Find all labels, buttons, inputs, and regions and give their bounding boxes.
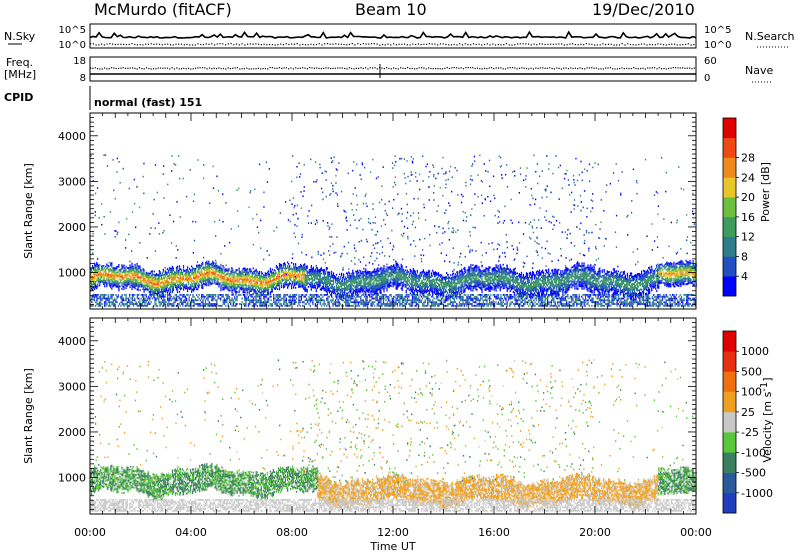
cpid-text: normal (fast) 151 xyxy=(94,96,202,109)
nave-tick-low: 0 xyxy=(704,73,710,84)
power-ylabel: Slant Range [km] xyxy=(22,163,35,259)
nave-dots xyxy=(90,64,695,78)
freq-unit: [MHz] xyxy=(4,68,36,81)
nave-tick-high: 60 xyxy=(704,56,717,67)
power-ytick: 1000 xyxy=(58,267,86,280)
cpid-panel: CPID normal (fast) 151 xyxy=(4,86,202,110)
power-colorbar-tick: 4 xyxy=(741,270,748,283)
power-colorbar-tick: 24 xyxy=(741,171,755,184)
time-tick: 00:00 xyxy=(680,526,712,539)
noise-sky-line xyxy=(90,32,696,38)
freq-tick-high: 18 xyxy=(73,56,86,67)
velocity-colorbar-tick: -25 xyxy=(741,426,759,439)
power-panel: 1000 2000 3000 4000 Slant Range [km] 4 8 12 16… xyxy=(22,113,772,309)
noise-right-label: N.Search xyxy=(745,30,795,43)
cpid-label: CPID xyxy=(4,91,33,104)
power-ytick: 2000 xyxy=(58,221,86,234)
velocity-colorbar-tick: 1000 xyxy=(741,345,769,358)
power-colorbar: 4 8 12 16 20 24 28 xyxy=(723,118,755,296)
time-tick: 12:00 xyxy=(377,526,409,539)
velocity-ytick: 3000 xyxy=(58,380,86,393)
noise-left-tick-low: 10^0 xyxy=(59,40,86,51)
power-ytick: 3000 xyxy=(58,175,86,188)
nave-label: Nave xyxy=(745,64,773,77)
noise-left-label: N.Sky xyxy=(4,30,36,43)
velocity-ytick: 1000 xyxy=(58,472,86,485)
time-axis: 00:00 04:00 08:00 12:00 16:00 20:00 00:00 xyxy=(74,526,712,539)
power-colorbar-label: Power [dB] xyxy=(759,162,772,222)
time-tick: 16:00 xyxy=(478,526,510,539)
velocity-panel: 1000 2000 3000 4000 Slant Range [km] 1000 50… xyxy=(22,318,774,514)
noise-right-tick-low: 10^0 xyxy=(704,40,731,51)
time-tick: 20:00 xyxy=(579,526,611,539)
power-colorbar-tick: 8 xyxy=(741,250,748,263)
beam-title: Beam 10 xyxy=(355,0,427,19)
velocity-ytick: 2000 xyxy=(58,426,86,439)
freq-panel: Freq. [MHz] 18 8 60 0 Nave xyxy=(4,56,773,84)
velocity-data xyxy=(90,359,697,512)
velocity-colorbar-tick: -500 xyxy=(741,467,766,480)
noise-right-tick-high: 10^5 xyxy=(704,25,731,36)
noise-panel: N.Sky 10^5 10^0 10^5 10^0 N.Search xyxy=(4,24,795,51)
power-colorbar-tick: 16 xyxy=(741,211,755,224)
velocity-colorbar-tick: 500 xyxy=(741,365,762,378)
power-colorbar-tick: 20 xyxy=(741,191,755,204)
noise-left-tick-high: 10^5 xyxy=(59,25,86,36)
xlabel: Time UT xyxy=(369,540,415,553)
date-title: 19/Dec/2010 xyxy=(592,0,695,19)
velocity-colorbar-tick: -1000 xyxy=(741,487,773,500)
power-colorbar-tick: 12 xyxy=(741,231,755,244)
time-tick: 00:00 xyxy=(74,526,106,539)
power-ytick: 4000 xyxy=(58,130,86,143)
station-title: McMurdo (fitACF) xyxy=(94,0,232,19)
time-tick: 04:00 xyxy=(175,526,207,539)
velocity-colorbar-tick: 25 xyxy=(741,406,755,419)
velocity-ytick: 4000 xyxy=(58,335,86,348)
time-tick: 08:00 xyxy=(276,526,308,539)
noise-search-dots xyxy=(90,43,694,46)
power-data xyxy=(90,154,697,306)
freq-tick-low: 8 xyxy=(80,73,86,84)
power-colorbar-tick: 28 xyxy=(741,152,755,165)
velocity-ylabel: Slant Range [km] xyxy=(22,368,35,464)
velocity-colorbar-label: Velocity [m s-1] xyxy=(759,377,774,462)
